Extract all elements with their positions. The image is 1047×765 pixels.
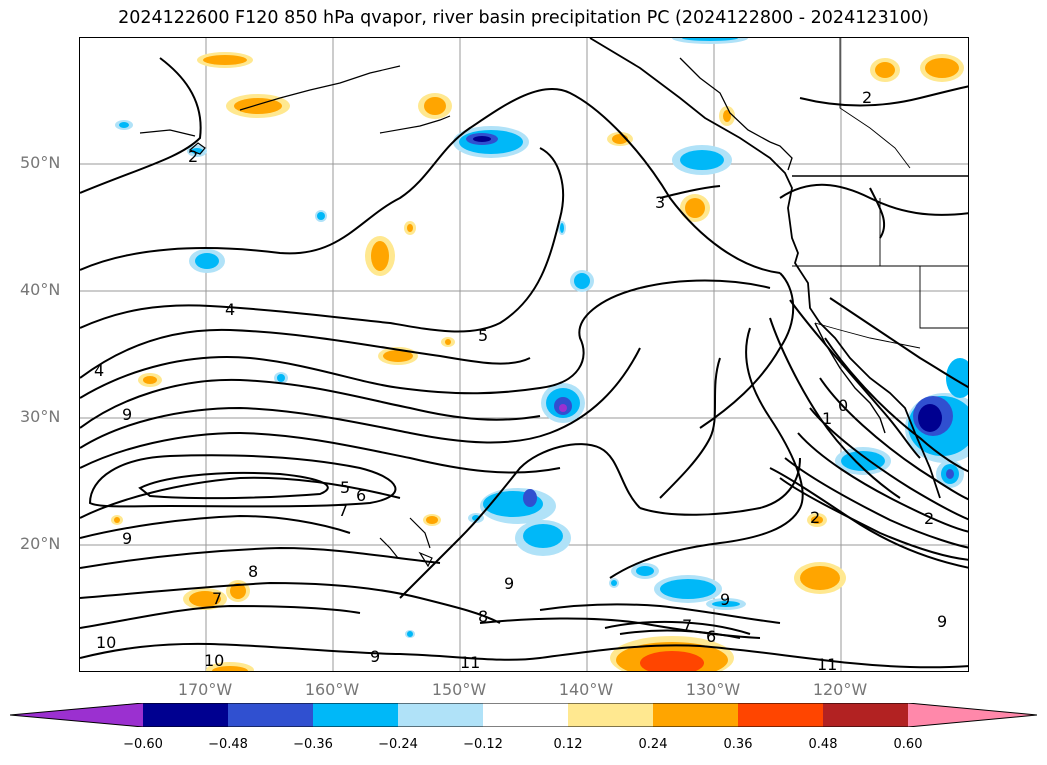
contour-label: 5	[340, 478, 350, 497]
qvapor-contours	[80, 57, 968, 669]
colorbar-bin	[823, 703, 908, 727]
contour-label: 9	[122, 529, 132, 548]
contour-label: 7	[212, 589, 222, 608]
contour-label: 9	[122, 405, 132, 424]
contour-label: 7	[682, 616, 692, 635]
lon-label-160w: 160°W	[304, 680, 360, 699]
colorbar-bin	[568, 703, 653, 727]
contour-label: 0	[838, 396, 848, 415]
colorbar-tick: −0.12	[463, 737, 503, 752]
contour-label: 1	[822, 409, 832, 428]
lon-label-170w: 170°W	[177, 680, 233, 699]
precip-pc-fill	[111, 38, 968, 671]
colorbar-tick: 0.48	[808, 737, 838, 752]
contour-label: 10	[204, 651, 224, 670]
contour-label: 6	[706, 627, 716, 646]
chart-title: 2024122600 F120 850 hPa qvapor, river ba…	[118, 8, 929, 28]
colorbar-bin	[653, 703, 738, 727]
colorbar-tick: 0.36	[723, 737, 753, 752]
colorbar-tick: −0.48	[208, 737, 248, 752]
contour-label: 9	[504, 574, 514, 593]
contour-label: 4	[94, 361, 104, 380]
contour-label: 5	[478, 326, 488, 345]
colorbar-extend-high	[908, 703, 1037, 727]
map-panel: 2 2 3 4 4 5 9 0 1 9 5 6 7 2 2 8 7 9 9 8 …	[79, 37, 969, 672]
colorbar-bin	[398, 703, 483, 727]
map-canvas: 2 2 3 4 4 5 9 0 1 9 5 6 7 2 2 8 7 9 9 8 …	[80, 38, 968, 672]
colorbar-tick: 0.60	[893, 737, 923, 752]
contour-label: 7	[338, 501, 348, 520]
colorbar-tick: 0.24	[638, 737, 668, 752]
contour-label: 2	[188, 147, 198, 166]
contour-labels: 2 2 3 4 4 5 9 0 1 9 5 6 7 2 2 8 7 9 9 8 …	[94, 88, 947, 672]
colorbar-bin	[143, 703, 228, 727]
lon-label-130w: 130°W	[685, 680, 741, 699]
colorbar-tick: 0.12	[553, 737, 583, 752]
colorbar-bin	[738, 703, 823, 727]
contour-label: 2	[810, 508, 820, 527]
lon-label-150w: 150°W	[431, 680, 487, 699]
lat-label-20n: 20°N	[20, 534, 61, 553]
contour-label: 4	[225, 300, 235, 319]
lon-label-120w: 120°W	[812, 680, 868, 699]
colorbar-tick: −0.36	[293, 737, 333, 752]
contour-label: 10	[96, 633, 116, 652]
lat-label-40n: 40°N	[20, 280, 61, 299]
contour-label: 9	[937, 612, 947, 631]
colorbar-tick: −0.24	[378, 737, 418, 752]
contour-label: 2	[924, 509, 934, 528]
contour-label: 11	[817, 655, 837, 672]
lon-label-140w: 140°W	[558, 680, 614, 699]
contour-label: 8	[248, 562, 258, 581]
contour-label: 9	[720, 590, 730, 609]
contour-label: 11	[460, 653, 480, 672]
contour-label: 6	[356, 486, 366, 505]
colorbar-tick: −0.60	[123, 737, 163, 752]
lat-label-50n: 50°N	[20, 153, 61, 172]
contour-label: 8	[478, 607, 488, 626]
lat-label-30n: 30°N	[20, 407, 61, 426]
contour-label: 9	[370, 647, 380, 666]
colorbar-bin	[228, 703, 313, 727]
colorbar-extend-low	[10, 703, 143, 727]
contour-label: 3	[655, 193, 665, 212]
contour-label: 2	[862, 88, 872, 107]
colorbar-bin	[313, 703, 398, 727]
colorbar-bin	[483, 703, 568, 727]
colorbar	[10, 703, 1037, 727]
